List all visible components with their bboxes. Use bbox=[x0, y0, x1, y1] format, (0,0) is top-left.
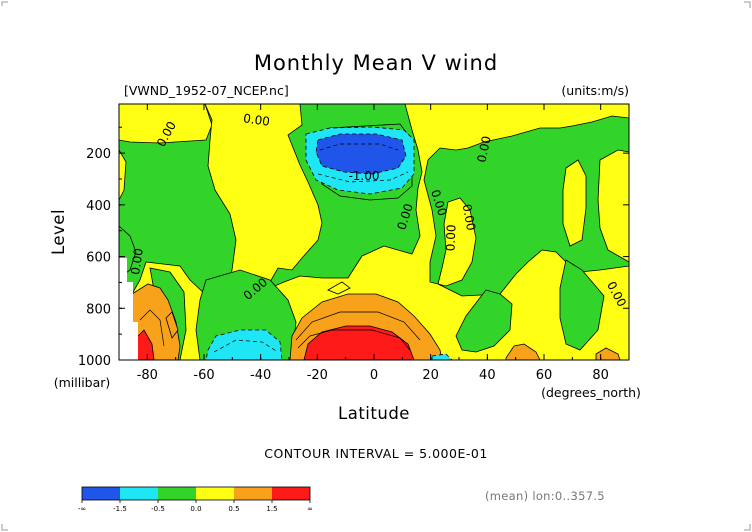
colorbar-tick-label: 0.5 bbox=[228, 505, 239, 513]
contour-label: 0.00 bbox=[242, 111, 270, 129]
y-tick-label: 800 bbox=[86, 302, 111, 317]
chart-title: Monthly Mean V wind bbox=[254, 51, 498, 75]
contour-interval-label: CONTOUR INTERVAL = 5.000E-01 bbox=[264, 446, 488, 461]
x-tick-label: 80 bbox=[592, 368, 609, 383]
colorbar-tick-label: -0.5 bbox=[151, 505, 165, 513]
source-file-label: [VWND_1952-07_NCEP.nc] bbox=[124, 83, 289, 98]
colorbar-tick-label: ∞ bbox=[307, 505, 313, 513]
x-tick-label: -20 bbox=[307, 368, 328, 383]
x-tick-label: -60 bbox=[193, 368, 214, 383]
missing-data-mask bbox=[119, 258, 138, 360]
colorbar-swatch bbox=[158, 487, 196, 500]
x-tick-label: -40 bbox=[250, 368, 271, 383]
colorbar-swatch bbox=[196, 487, 234, 500]
y-tick-label: 1000 bbox=[78, 354, 111, 369]
x-tick-label: 20 bbox=[422, 368, 439, 383]
y-axis: 200 400 600 800 1000 bbox=[78, 126, 629, 369]
colorbar-tick-label: 1.5 bbox=[266, 505, 277, 513]
averaging-note: (mean) lon:0..357.5 bbox=[485, 489, 605, 503]
colorbar-swatch bbox=[120, 487, 158, 500]
y-tick-label: 400 bbox=[86, 199, 111, 214]
units-label: (units:m/s) bbox=[561, 83, 629, 98]
x-axis-unit: (degrees_north) bbox=[541, 385, 641, 400]
y-axis-unit: (millibar) bbox=[54, 375, 111, 390]
contour-label: 0.00 bbox=[444, 224, 459, 251]
x-tick-label: 60 bbox=[536, 368, 553, 383]
colorbar-swatch bbox=[82, 487, 120, 500]
x-tick-label: 40 bbox=[479, 368, 496, 383]
plot-area: 0.00 0.00 0.00 -1.00 0.00 0.00 0.00 0.00… bbox=[118, 103, 630, 361]
contour-fill-strong-negative bbox=[315, 133, 407, 175]
contour-label: -1.00 bbox=[348, 169, 379, 183]
colorbar-tick-label: 0.0 bbox=[190, 505, 201, 513]
colorbar-tick-label: -∞ bbox=[78, 505, 86, 513]
colorbar: -∞ -1.5 -0.5 0.0 0.5 1.5 ∞ bbox=[78, 486, 313, 513]
y-tick-label: 200 bbox=[86, 147, 111, 162]
contour-label: 0.00 bbox=[128, 247, 146, 275]
colorbar-swatch bbox=[234, 487, 272, 500]
contour-label: 0.00 bbox=[460, 203, 478, 232]
x-axis-label: Latitude bbox=[338, 404, 410, 423]
y-axis-label: Level bbox=[49, 209, 68, 255]
x-tick-label: -80 bbox=[137, 368, 158, 383]
colorbar-swatch bbox=[272, 487, 310, 500]
x-tick-label: 0 bbox=[370, 368, 378, 383]
contour-label: 0.00 bbox=[474, 135, 493, 164]
y-tick-label: 600 bbox=[86, 251, 111, 266]
contour-lines bbox=[139, 143, 421, 353]
colorbar-tick-label: -1.5 bbox=[113, 505, 127, 513]
